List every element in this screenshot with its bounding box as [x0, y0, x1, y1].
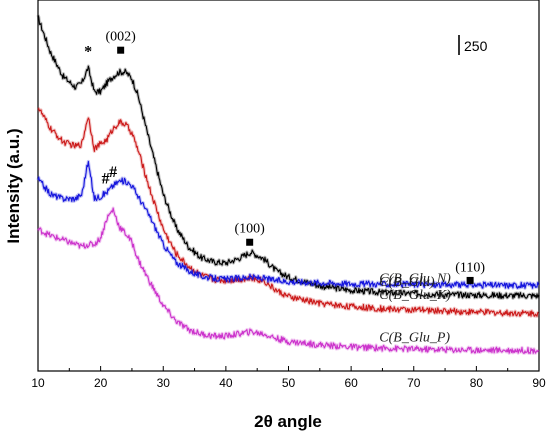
annotation-layer: (002) (100) (110) * # # — [84, 29, 485, 284]
series-line-c-b-glu-k — [37, 108, 539, 317]
annotation-5-hash: # — [109, 164, 117, 181]
series-c-b-glu-p — [36, 206, 540, 356]
series-c-b-glu-n — [36, 159, 541, 290]
annotation-3-asterisk: * — [84, 44, 92, 61]
annotation-4-hash: # — [102, 170, 110, 187]
x-tick-label-50: 50 — [282, 376, 296, 390]
annotation-2-peak-label: (110) — [455, 261, 485, 276]
series-layer — [36, 14, 541, 356]
series-label-c-b-glu-n: C(B_Glu_N) — [379, 272, 451, 287]
series-line-c-b-glu-p — [37, 207, 539, 354]
x-tick-label-10: 10 — [31, 376, 45, 390]
annotation-2-square-marker — [466, 276, 474, 284]
annotation-1-square-marker — [246, 238, 254, 246]
series-halo-c-b-glu — [36, 14, 541, 300]
tick-layer: 10 20 30 40 50 60 70 80 90 — [31, 366, 546, 390]
series-label-c-b-glu-k: C(B_Glu_K) — [379, 288, 451, 303]
x-axis-title: 2θ angle — [254, 412, 322, 431]
annotation-0-peak-label: (002) — [106, 29, 137, 44]
x-tick-label-60: 60 — [344, 376, 358, 390]
x-tick-label-20: 20 — [94, 376, 108, 390]
series-label-c-b-glu: C(B_Glu) — [379, 275, 435, 290]
label-layer: C(B_Glu)C(B_Glu_K)C(B_Glu_N) C(B_Glu_P) — [379, 272, 451, 346]
y-axis-title: Intensity (a.u.) — [4, 128, 23, 243]
x-tick-label-80: 80 — [470, 376, 484, 390]
x-tick-label-30: 30 — [157, 376, 171, 390]
x-tick-label-70: 70 — [407, 376, 421, 390]
series-c-b-glu — [36, 14, 541, 300]
annotation-0-square-marker — [117, 46, 125, 54]
scale-bar-label: 250 — [464, 38, 488, 54]
scale-bar: 250 — [458, 35, 488, 55]
x-tick-label-90: 90 — [532, 376, 546, 390]
x-tick-label-40: 40 — [219, 376, 233, 390]
series-label-c-b-glu-p: C(B_Glu_P) — [379, 331, 450, 346]
series-c-b-glu-k — [37, 107, 540, 318]
series-line-c-b-glu — [37, 14, 540, 299]
series-line-c-b-glu-n — [37, 160, 540, 289]
annotation-1-peak-label: (100) — [235, 221, 266, 236]
